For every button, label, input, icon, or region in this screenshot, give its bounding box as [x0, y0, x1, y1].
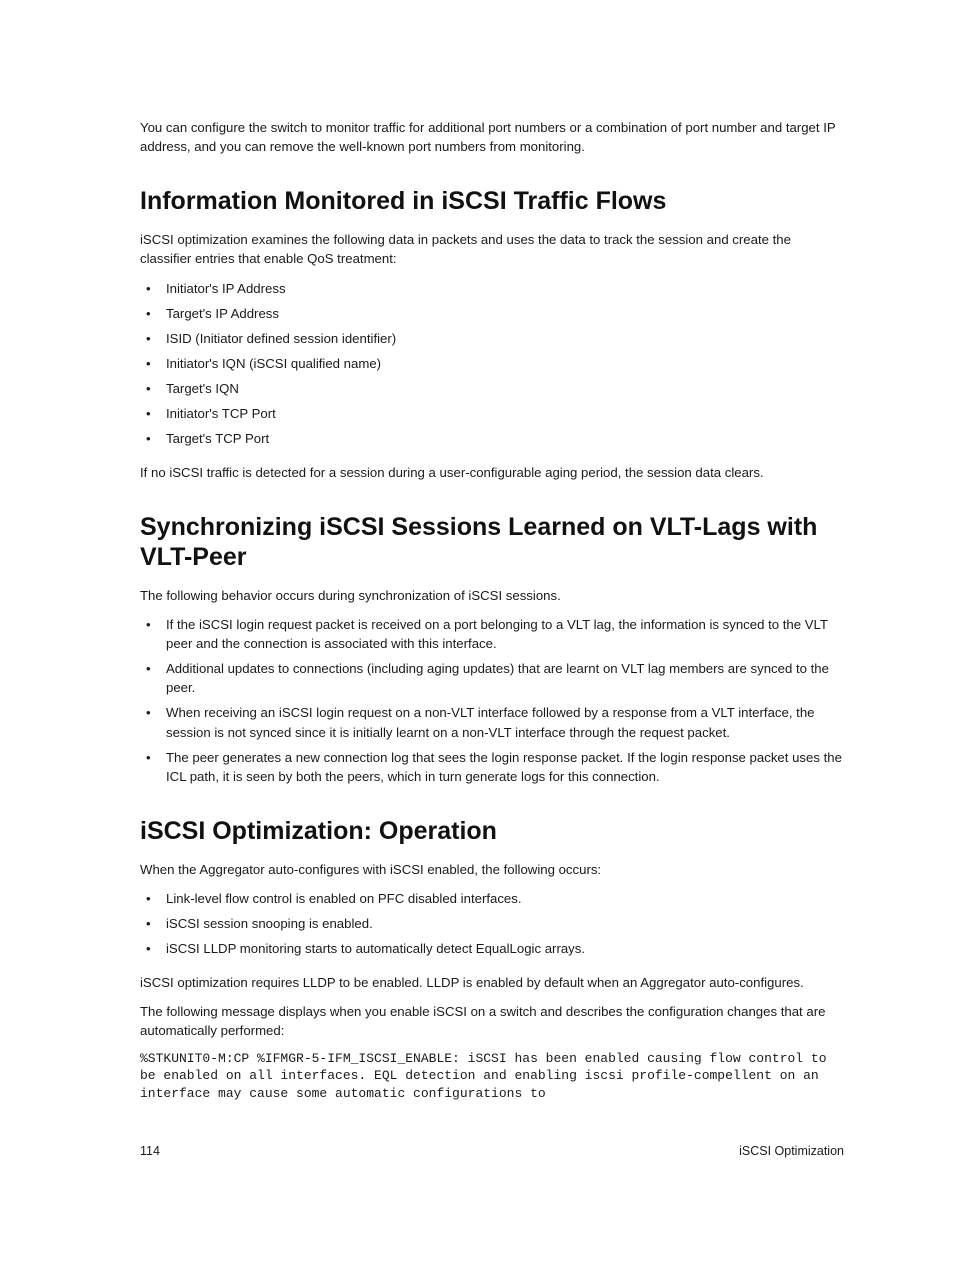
page-footer: 114 iSCSI Optimization	[140, 1144, 844, 1158]
list-item: Additional updates to connections (inclu…	[164, 659, 844, 697]
list-item: Target's TCP Port	[164, 429, 844, 448]
list-item: If the iSCSI login request packet is rec…	[164, 615, 844, 653]
section2-heading: Synchronizing iSCSI Sessions Learned on …	[140, 512, 844, 572]
list-item: Initiator's IQN (iSCSI qualified name)	[164, 354, 844, 373]
section1-bullet-list: Initiator's IP Address Target's IP Addre…	[140, 279, 844, 449]
document-page: You can configure the switch to monitor …	[0, 0, 954, 1268]
list-item: The peer generates a new connection log …	[164, 748, 844, 786]
section3-paragraph3: The following message displays when you …	[140, 1002, 844, 1040]
list-item: Target's IP Address	[164, 304, 844, 323]
section1-paragraph2: If no iSCSI traffic is detected for a se…	[140, 463, 844, 482]
list-item: Link-level flow control is enabled on PF…	[164, 889, 844, 908]
section1-heading: Information Monitored in iSCSI Traffic F…	[140, 186, 844, 216]
list-item: ISID (Initiator defined session identifi…	[164, 329, 844, 348]
footer-section-name: iSCSI Optimization	[739, 1144, 844, 1158]
code-block: %STKUNIT0-M:CP %IFMGR-5-IFM_ISCSI_ENABLE…	[140, 1050, 844, 1103]
list-item: Initiator's TCP Port	[164, 404, 844, 423]
intro-paragraph: You can configure the switch to monitor …	[140, 118, 844, 156]
list-item: iSCSI session snooping is enabled.	[164, 914, 844, 933]
section2-bullet-list: If the iSCSI login request packet is rec…	[140, 615, 844, 786]
section3-paragraph1: When the Aggregator auto-configures with…	[140, 860, 844, 879]
list-item: When receiving an iSCSI login request on…	[164, 703, 844, 741]
section2-paragraph1: The following behavior occurs during syn…	[140, 586, 844, 605]
list-item: Initiator's IP Address	[164, 279, 844, 298]
page-number: 114	[140, 1144, 160, 1158]
section3-paragraph2: iSCSI optimization requires LLDP to be e…	[140, 973, 844, 992]
section1-paragraph1: iSCSI optimization examines the followin…	[140, 230, 844, 268]
section3-bullet-list: Link-level flow control is enabled on PF…	[140, 889, 844, 958]
section3-heading: iSCSI Optimization: Operation	[140, 816, 844, 846]
list-item: iSCSI LLDP monitoring starts to automati…	[164, 939, 844, 958]
list-item: Target's IQN	[164, 379, 844, 398]
